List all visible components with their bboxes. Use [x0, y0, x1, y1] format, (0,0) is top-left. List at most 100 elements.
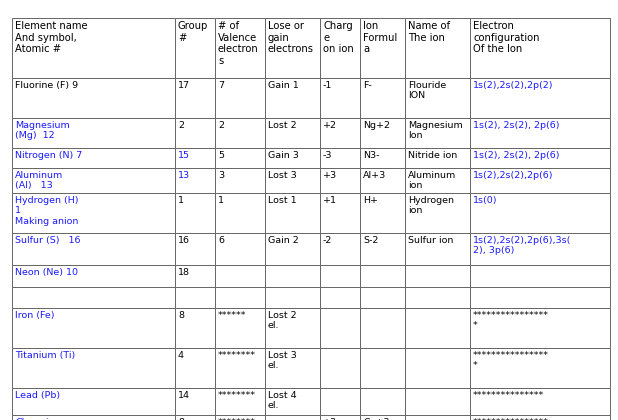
Bar [12, 348, 175, 388]
Text: ********: ******** [218, 391, 256, 400]
Text: Magnesium
Ion: Magnesium Ion [408, 121, 463, 140]
Bar [405, 348, 470, 388]
Text: Flouride
ION: Flouride ION [408, 81, 446, 100]
Bar [215, 148, 265, 168]
Bar [320, 193, 360, 233]
Bar [265, 415, 320, 420]
Text: Chromium
(Co): Chromium (Co) [15, 418, 64, 420]
Text: Ion
Formul
a: Ion Formul a [363, 21, 397, 54]
Text: H+: H+ [363, 196, 378, 205]
Bar [470, 168, 610, 193]
Text: Lost 2
el.: Lost 2 el. [268, 311, 297, 331]
Text: Lose or
gain
electrons: Lose or gain electrons [268, 21, 314, 54]
Text: 1s(2),2s(2),2p(6): 1s(2),2s(2),2p(6) [473, 171, 554, 180]
Text: Charg
e
on ion: Charg e on ion [323, 21, 353, 54]
Bar [320, 148, 360, 168]
Bar [320, 18, 360, 78]
Text: Gain 1: Gain 1 [268, 81, 298, 90]
Text: Group
#: Group # [178, 21, 208, 42]
Bar [12, 308, 175, 348]
Bar [265, 233, 320, 265]
Bar [175, 308, 215, 348]
Text: ****************
*: **************** * [473, 351, 549, 370]
Text: Lost 4
el.: Lost 4 el. [268, 391, 297, 410]
Text: ***************: *************** [473, 391, 544, 400]
Bar [320, 265, 360, 287]
Bar [265, 308, 320, 348]
Text: 14: 14 [178, 391, 190, 400]
Text: Lost 3: Lost 3 [268, 171, 297, 180]
Bar [320, 168, 360, 193]
Bar [175, 78, 215, 118]
Bar [470, 348, 610, 388]
Bar [320, 78, 360, 118]
Bar [470, 233, 610, 265]
Text: N3-: N3- [363, 151, 379, 160]
Text: 1s(2),2s(2),2p(6),3s(
2), 3p(6): 1s(2),2s(2),2p(6),3s( 2), 3p(6) [473, 236, 572, 255]
Text: 8: 8 [178, 311, 184, 320]
Bar [215, 265, 265, 287]
Bar [405, 18, 470, 78]
Bar [265, 78, 320, 118]
Bar [360, 348, 405, 388]
Text: ******: ****** [218, 311, 247, 320]
Text: Hydrogen (H)
1
Making anion: Hydrogen (H) 1 Making anion [15, 196, 78, 226]
Bar [12, 168, 175, 193]
Text: 2: 2 [218, 121, 224, 130]
Text: 1s(0): 1s(0) [473, 196, 497, 205]
Text: 1s(2),2s(2),2p(2): 1s(2),2s(2),2p(2) [473, 81, 554, 90]
Text: Hydrogen
ion: Hydrogen ion [408, 196, 454, 215]
Bar [265, 287, 320, 308]
Text: 8: 8 [178, 418, 184, 420]
Text: Aluminum
(Al)   13: Aluminum (Al) 13 [15, 171, 63, 190]
Bar [360, 265, 405, 287]
Bar [175, 18, 215, 78]
Bar [320, 388, 360, 415]
Text: Lost 3
el.: Lost 3 el. [268, 351, 297, 370]
Bar [405, 415, 470, 420]
Bar [405, 308, 470, 348]
Text: Titanium (Ti): Titanium (Ti) [15, 351, 75, 360]
Text: 1: 1 [218, 196, 224, 205]
Bar [470, 308, 610, 348]
Bar [360, 308, 405, 348]
Text: 2: 2 [178, 121, 184, 130]
Text: 17: 17 [178, 81, 190, 90]
Text: Co+3: Co+3 [363, 418, 389, 420]
Bar [175, 348, 215, 388]
Text: Fluorine (F) 9: Fluorine (F) 9 [15, 81, 78, 90]
Bar [175, 148, 215, 168]
Bar [215, 18, 265, 78]
Bar [12, 287, 175, 308]
Text: -3: -3 [323, 151, 332, 160]
Text: 18: 18 [178, 268, 190, 277]
Bar [405, 168, 470, 193]
Bar [12, 118, 175, 148]
Text: ****************
*: **************** * [473, 311, 549, 331]
Text: 1s(2), 2s(2), 2p(6): 1s(2), 2s(2), 2p(6) [473, 121, 559, 130]
Text: # of
Valence
electron
s: # of Valence electron s [218, 21, 259, 66]
Bar [360, 118, 405, 148]
Text: Lost 2: Lost 2 [268, 121, 297, 130]
Bar [405, 388, 470, 415]
Text: 16: 16 [178, 236, 190, 245]
Text: -2: -2 [323, 236, 332, 245]
Bar [215, 415, 265, 420]
Bar [12, 265, 175, 287]
Bar [215, 287, 265, 308]
Bar [360, 168, 405, 193]
Bar [215, 193, 265, 233]
Bar [12, 415, 175, 420]
Bar [175, 233, 215, 265]
Text: Lost 1: Lost 1 [268, 196, 297, 205]
Bar [405, 118, 470, 148]
Bar [360, 287, 405, 308]
Bar [405, 78, 470, 118]
Bar [320, 118, 360, 148]
Bar [360, 233, 405, 265]
Text: Element name
And symbol,
Atomic #: Element name And symbol, Atomic # [15, 21, 88, 54]
Bar [360, 193, 405, 233]
Bar [265, 18, 320, 78]
Bar [12, 388, 175, 415]
Bar [215, 118, 265, 148]
